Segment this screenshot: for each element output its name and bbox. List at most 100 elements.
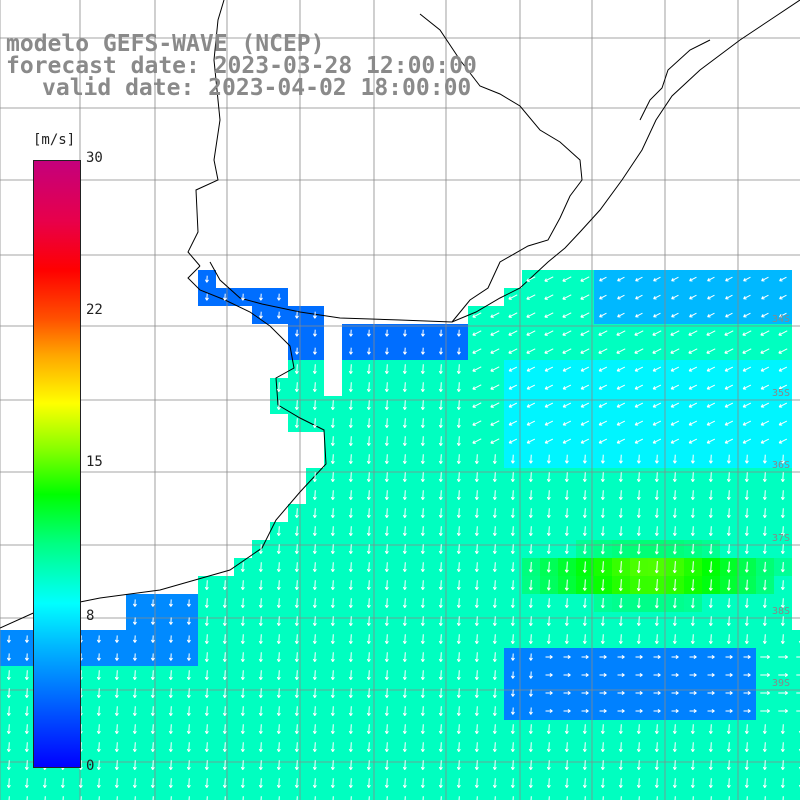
- ocean-cell: [738, 792, 756, 800]
- wind-arrow: [672, 490, 677, 501]
- wind-arrow: [564, 508, 569, 519]
- wind-arrow: [616, 384, 626, 390]
- wind-arrow: [508, 330, 518, 336]
- ocean-cell: [72, 792, 90, 800]
- wind-arrow: [420, 706, 425, 717]
- wind-arrow: [114, 760, 119, 771]
- wind-arrow: [616, 420, 626, 426]
- wind-arrow: [616, 438, 626, 444]
- wind-arrow: [492, 454, 497, 465]
- wind-arrow: [168, 724, 173, 735]
- wind-arrow: [779, 276, 787, 282]
- wind-arrow: [778, 691, 788, 695]
- wind-arrow: [724, 438, 734, 444]
- border-line-2: [419, 13, 583, 323]
- wind-arrow: [564, 579, 569, 591]
- wind-arrow: [312, 616, 317, 627]
- wind-arrow: [348, 580, 353, 591]
- wind-arrow: [706, 330, 716, 336]
- wind-arrow: [636, 579, 641, 592]
- wind-arrow: [670, 420, 680, 426]
- wind-arrow: [6, 635, 11, 643]
- wind-arrow: [384, 544, 389, 555]
- wind-arrow: [528, 472, 533, 483]
- wind-arrow: [60, 778, 65, 789]
- wind-arrow: [402, 526, 407, 537]
- wind-arrow: [366, 652, 371, 663]
- wind-arrow: [366, 329, 371, 337]
- wind-arrow: [366, 616, 371, 627]
- wind-arrow: [726, 561, 731, 573]
- wind-arrow: [24, 635, 29, 643]
- wind-arrow: [402, 598, 407, 609]
- wind-arrow: [564, 742, 569, 753]
- wind-arrow: [348, 652, 353, 663]
- wind-arrow: [546, 561, 551, 573]
- wind-arrow: [132, 670, 137, 681]
- wind-arrow: [778, 438, 788, 444]
- wind-arrow: [384, 652, 389, 663]
- title-model: modelo GEFS-WAVE (NCEP): [6, 31, 325, 57]
- wind-arrow: [348, 634, 353, 645]
- wind-arrow: [276, 400, 281, 411]
- wind-arrow: [330, 778, 335, 789]
- wind-arrow: [762, 526, 767, 537]
- wind-arrow: [384, 670, 389, 681]
- ocean-cell: [504, 792, 522, 800]
- wind-arrow: [706, 348, 716, 354]
- wind-arrow: [526, 366, 536, 372]
- wind-arrow: [762, 598, 767, 609]
- wind-arrow: [635, 691, 643, 695]
- wind-arrow: [690, 472, 695, 483]
- wind-arrow: [744, 454, 749, 464]
- wind-arrow: [600, 778, 605, 789]
- wind-arrow: [294, 544, 299, 555]
- wind-arrow: [348, 670, 353, 681]
- wind-arrow: [490, 348, 500, 354]
- wind-arrow: [456, 742, 461, 753]
- wind-arrow: [580, 294, 590, 300]
- wind-arrow: [384, 400, 389, 411]
- wind-arrow: [456, 472, 461, 483]
- wind-arrow: [600, 579, 605, 591]
- wind-arrow: [654, 526, 659, 537]
- wind-arrow: [636, 508, 641, 519]
- wind-arrow: [456, 508, 461, 519]
- wind-arrow: [132, 635, 137, 643]
- wind-arrow: [404, 796, 406, 800]
- wind-arrow: [222, 293, 227, 301]
- wind-arrow: [384, 454, 389, 465]
- wind-arrow: [724, 330, 734, 336]
- wind-arrow: [617, 312, 625, 318]
- wind-arrow: [760, 402, 770, 408]
- wind-arrow: [546, 490, 551, 501]
- wind-arrow: [258, 760, 263, 771]
- wind-arrow: [762, 508, 767, 519]
- wind-arrow: [42, 778, 47, 789]
- wind-arrow: [312, 364, 317, 375]
- wind-arrow: [494, 796, 496, 800]
- wind-arrow: [690, 760, 695, 771]
- wind-arrow: [690, 634, 695, 645]
- wind-arrow: [670, 438, 680, 444]
- wind-arrow: [420, 598, 425, 609]
- wind-arrow: [402, 508, 407, 519]
- wind-arrow: [760, 438, 770, 444]
- wind-arrow: [420, 526, 425, 537]
- wind-arrow: [562, 384, 572, 390]
- wind-arrow: [743, 673, 751, 677]
- ocean-cell: [162, 792, 180, 800]
- wind-arrow: [545, 709, 553, 713]
- wind-arrow: [653, 312, 661, 318]
- wind-arrow: [780, 454, 785, 464]
- wind-arrow: [402, 436, 407, 447]
- wind-arrow: [420, 454, 425, 465]
- wind-arrow: [240, 293, 245, 301]
- wind-arrow: [6, 670, 11, 681]
- ocean-cell: [666, 792, 684, 800]
- wind-arrow: [186, 670, 191, 681]
- wind-arrow: [526, 384, 536, 390]
- wind-arrow: [348, 616, 353, 627]
- wind-arrow: [582, 472, 587, 483]
- wind-arrow: [474, 580, 479, 591]
